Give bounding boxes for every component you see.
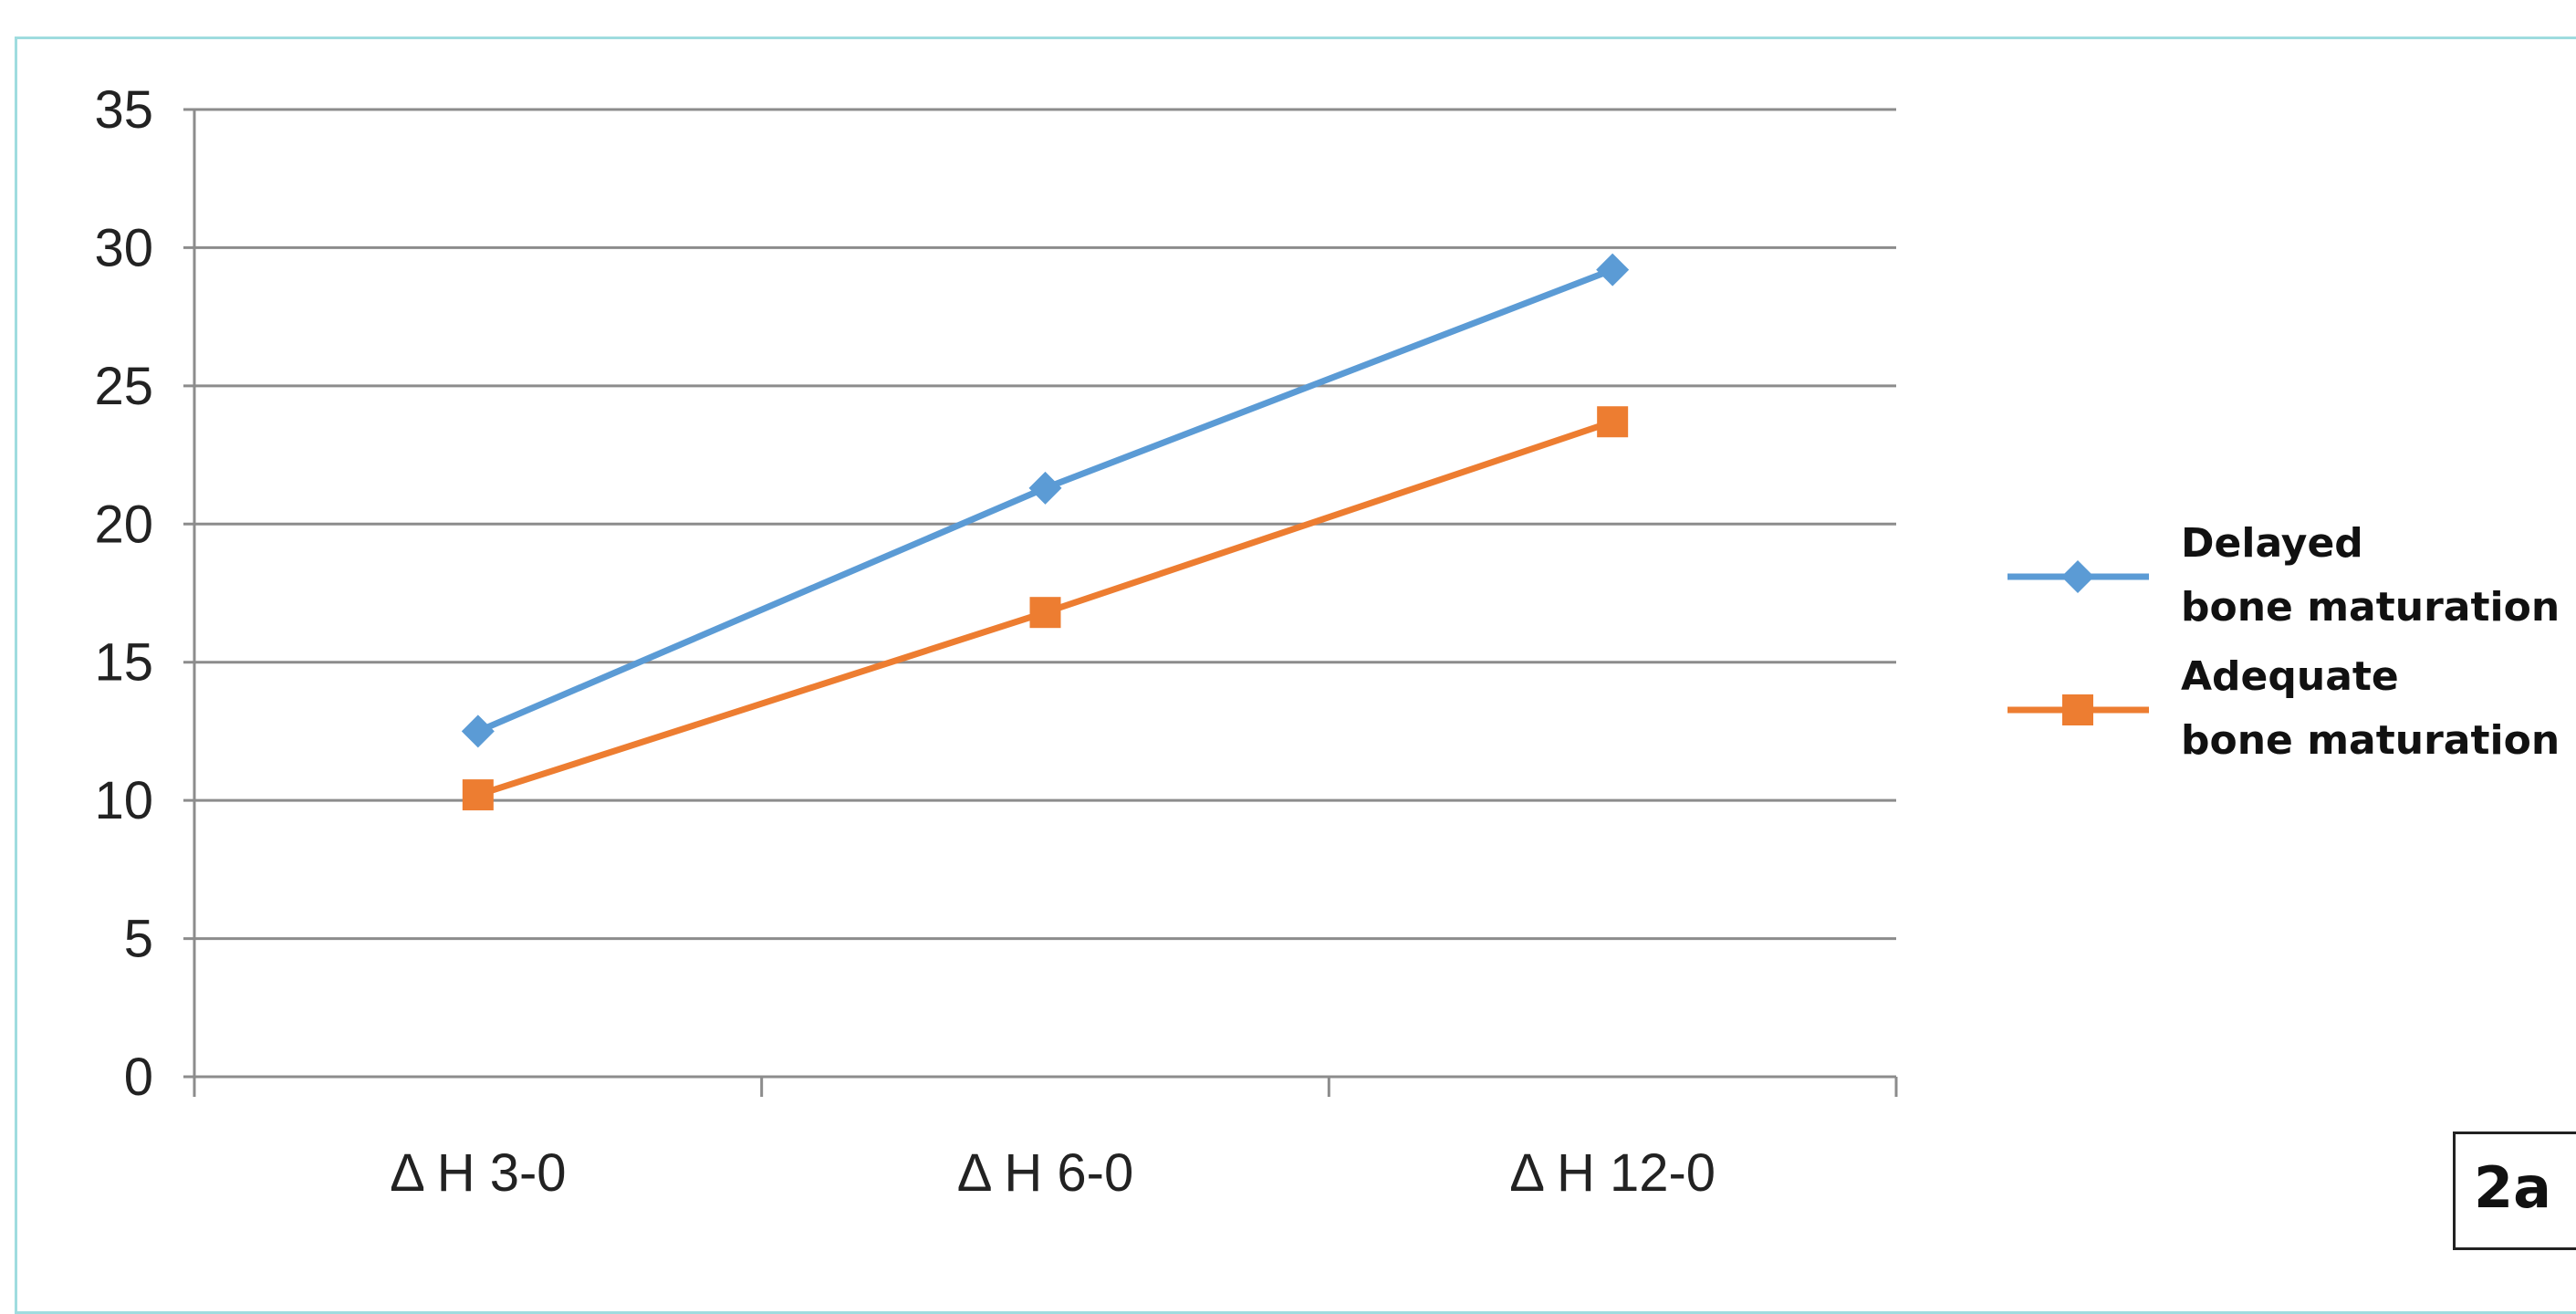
x-tick-label: Δ H 12-0 <box>1509 1143 1716 1203</box>
data-point <box>461 714 495 748</box>
legend-label: Delayed <box>2181 520 2363 567</box>
series <box>461 253 1630 811</box>
y-tick-label: 10 <box>94 771 153 830</box>
data-point <box>1596 253 1630 287</box>
axes <box>193 110 1898 1097</box>
y-tick-labels: 0 5 10 15 20 25 30 35 <box>94 80 153 1107</box>
legend-label: bone maturation <box>2181 717 2560 764</box>
y-tick-label: 15 <box>94 633 153 693</box>
data-point <box>1028 471 1062 505</box>
data-point <box>462 779 494 811</box>
legend-label: Adequate <box>2181 653 2399 700</box>
x-tick-label: Δ H 3-0 <box>390 1143 566 1203</box>
legend-label: bone maturation <box>2181 584 2560 631</box>
data-point <box>1029 597 1061 629</box>
y-tick-label: 30 <box>94 218 153 277</box>
y-tick-label: 5 <box>124 910 153 969</box>
y-tick-label: 25 <box>94 357 153 416</box>
x-tick-label: Δ H 6-0 <box>957 1143 1133 1203</box>
y-tick-label: 35 <box>94 80 153 140</box>
data-point <box>1597 406 1629 438</box>
gridlines <box>183 108 1896 1079</box>
legend: Delayed bone maturation Adequate bone matur… <box>2008 520 2560 764</box>
legend-swatch-marker <box>2061 560 2094 593</box>
y-tick-label: 20 <box>94 495 153 554</box>
line-chart: 0 5 10 15 20 25 30 35 Δ H 3-0 Δ H 6-0 Δ H 12-0 De… <box>94 80 2560 1203</box>
legend-swatch-marker <box>2062 694 2093 725</box>
y-tick-label: 0 <box>124 1048 153 1107</box>
panel-label: 2a <box>2453 1132 2576 1250</box>
x-tick-labels: Δ H 3-0 Δ H 6-0 Δ H 12-0 <box>390 1143 1716 1203</box>
